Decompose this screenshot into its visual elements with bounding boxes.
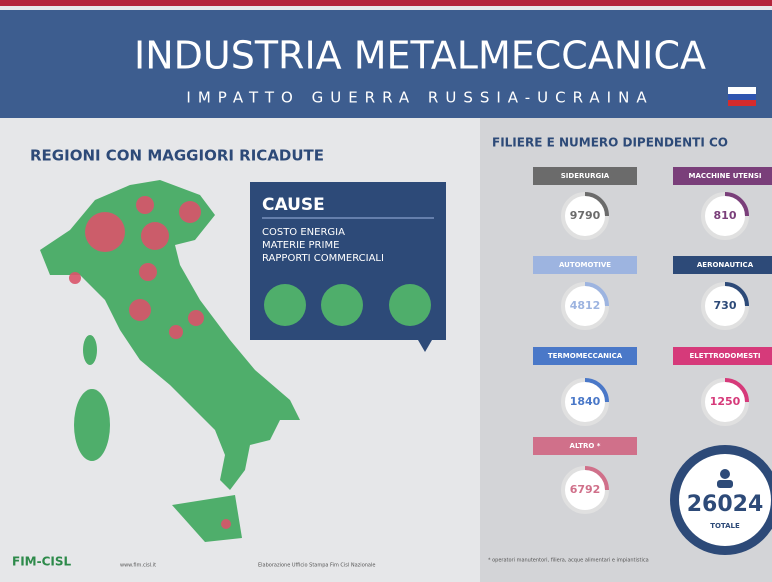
- cause-items: COSTO ENERGIA MATERIE PRIME RAPPORTI COMME…: [262, 227, 384, 264]
- sector-ring-arc: [584, 378, 609, 403]
- credit: Elaborazione Ufficio Stampa Fim Cisl Naz…: [258, 563, 375, 569]
- impact-circle: [139, 263, 157, 281]
- sector-label-bg: [673, 347, 772, 365]
- subtitle: IMPATTO GUERRA RUSSIA-UCRAINA: [186, 89, 653, 107]
- cause-item: COSTO ENERGIA: [262, 227, 345, 238]
- sector-ring-arc: [584, 466, 609, 491]
- header-band: [0, 10, 772, 118]
- footnote: * operatori manutentori, filiera, acque …: [488, 558, 649, 564]
- total-inner: [679, 454, 771, 546]
- sector-label-bg: [673, 167, 772, 185]
- sector-ring-arc: [724, 282, 749, 307]
- corsica: [83, 335, 97, 365]
- sector-value: 730: [714, 299, 737, 312]
- map-heading: REGIONI CON MAGGIORI RICADUTE: [30, 147, 324, 165]
- sicily: [172, 495, 242, 542]
- sector-label-bg: [533, 347, 637, 365]
- cause-item: RAPPORTI COMMERCIALI: [262, 253, 384, 264]
- sector-value: 9790: [570, 209, 601, 222]
- person-icon-body: [717, 480, 733, 488]
- flag-red: [728, 100, 756, 106]
- sector-ring-arc: [724, 192, 749, 217]
- impact-circles: [69, 196, 231, 529]
- icon-energy: [264, 284, 306, 326]
- sector-value: 810: [714, 209, 737, 222]
- sector-blocks: SIDERURGIA 9790 MACCHINE UTENSI 810 AUTOMOTI…: [533, 167, 772, 514]
- sector-ring-arc: [724, 378, 749, 403]
- impact-circle: [179, 201, 201, 223]
- flag-blue: [728, 94, 756, 100]
- sector-label-bg: [533, 256, 637, 274]
- impact-circle: [141, 222, 169, 250]
- sector-value: 6792: [570, 483, 601, 496]
- total-label: TOTALE: [710, 522, 740, 530]
- sector-label: MACCHINE UTENSI: [689, 172, 762, 180]
- sector-label-bg: [533, 437, 637, 455]
- sector-label: ALTRO *: [570, 442, 601, 450]
- icon-materials: [321, 284, 363, 326]
- cause-item: MATERIE PRIME: [262, 240, 339, 251]
- impact-circle: [136, 196, 154, 214]
- sector-label-bg: [673, 256, 772, 274]
- impact-circle: [188, 310, 204, 326]
- sector-value: 1840: [570, 395, 601, 408]
- sector-label: AUTOMOTIVE: [559, 261, 611, 269]
- sector-label: AERONAUTICA: [697, 261, 754, 269]
- sectors-heading: FILIERE E NUMERO DIPENDENTI CO: [492, 136, 728, 150]
- sector-label: ELETTRODOMESTI: [689, 352, 760, 360]
- logo: FIM-CISL: [12, 555, 71, 569]
- title: INDUSTRIA METALMECCANICA: [134, 34, 706, 78]
- total-value: 26024: [687, 492, 764, 517]
- impact-circle: [221, 519, 231, 529]
- impact-circle: [129, 299, 151, 321]
- impact-circle: [69, 272, 81, 284]
- person-icon-head: [720, 469, 730, 479]
- sector-value: 4812: [570, 299, 601, 312]
- sardinia: [74, 389, 110, 461]
- top-stripe: [0, 0, 772, 6]
- sector-label: TERMOMECCANICA: [548, 352, 623, 360]
- flag-white: [728, 87, 756, 94]
- icon-trade: [389, 284, 431, 326]
- impact-circle: [169, 325, 183, 339]
- sector-label-bg: [533, 167, 637, 185]
- sector-value: 1250: [710, 395, 741, 408]
- causes-pointer: [418, 340, 432, 352]
- sector-label: SIDERURGIA: [561, 172, 610, 180]
- sector-ring-arc: [584, 282, 609, 307]
- impact-circle: [85, 212, 125, 252]
- sector-ring-arc: [584, 192, 609, 217]
- website: www.fim.cisl.it: [120, 563, 156, 569]
- causes-heading: CAUSE: [262, 195, 325, 215]
